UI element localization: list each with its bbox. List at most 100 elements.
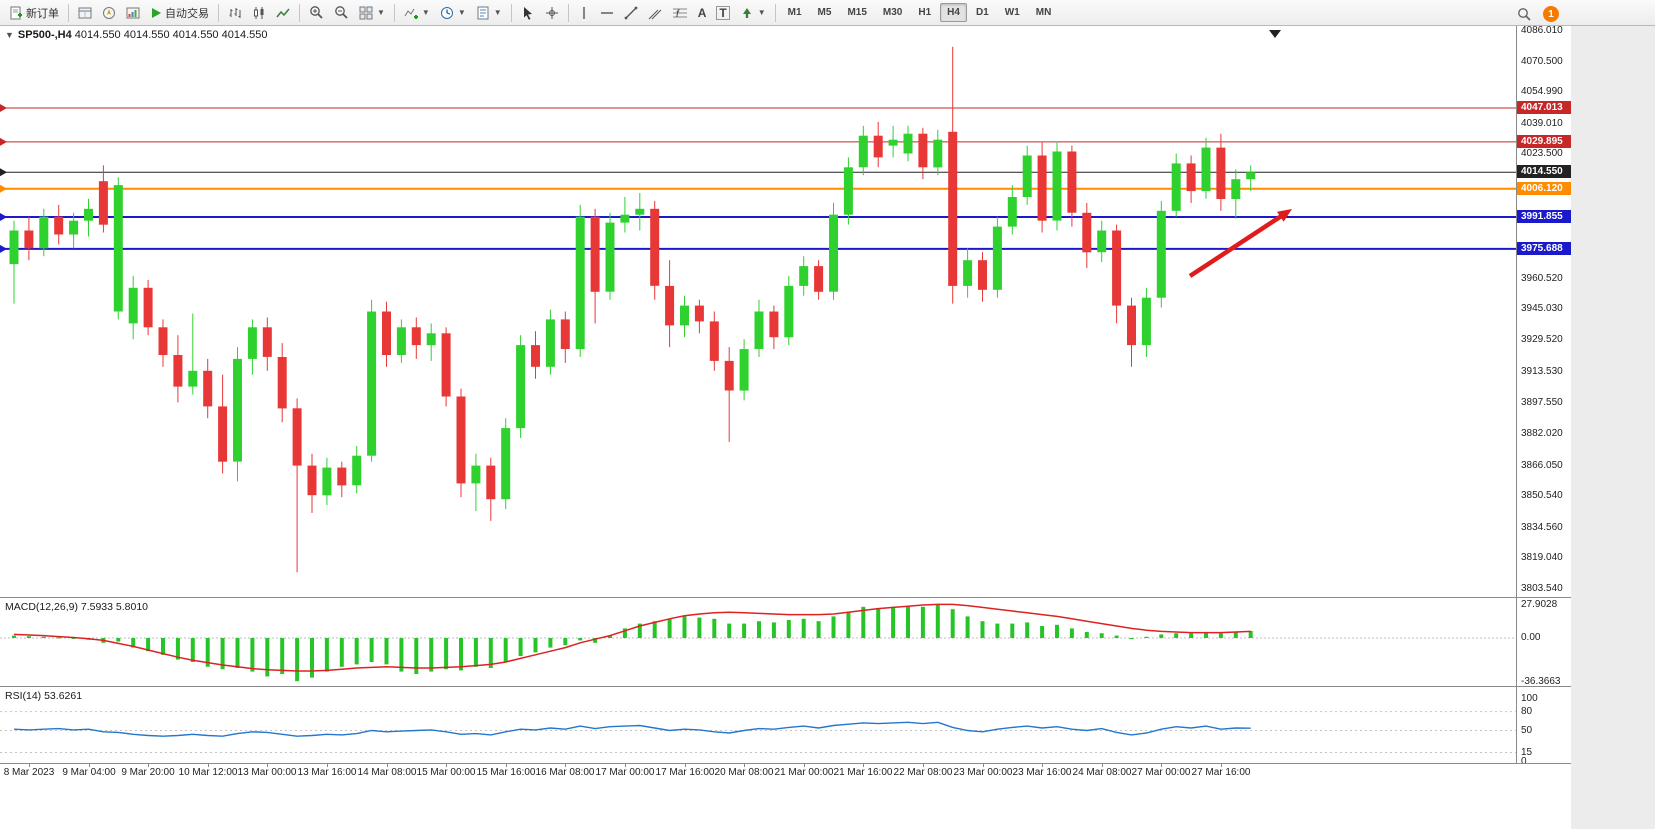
periods-icon	[440, 6, 454, 20]
candlestick-chart-button[interactable]	[248, 1, 270, 25]
notification-badge[interactable]: 1	[1543, 6, 1559, 22]
label-button[interactable]: T	[712, 1, 733, 25]
bar-chart-button[interactable]	[224, 1, 246, 25]
vertical-line-button[interactable]	[574, 1, 594, 25]
fibonacci-button[interactable]: f	[668, 1, 692, 25]
tile-windows-button[interactable]: ▼	[355, 1, 389, 25]
time-tick-label: 9 Mar 04:00	[62, 767, 116, 778]
time-tick	[208, 764, 209, 767]
toolbar: 新订单 自动交易 ▼ ▼ ▼ ▼ f A T ▼ M1 M5 M1	[0, 0, 1655, 26]
timeframe-m5-button[interactable]: M5	[817, 7, 832, 18]
time-tick-label: 21 Mar 16:00	[833, 767, 893, 778]
indicators-icon	[404, 6, 418, 20]
price-tick-label: 3960.520	[1521, 273, 1563, 284]
periods-button[interactable]: ▼	[436, 1, 470, 25]
rsi-axis[interactable]: 100 80 50 15 0	[1516, 687, 1571, 764]
chart-shift-marker[interactable]	[1269, 30, 1281, 38]
time-tick	[565, 764, 566, 767]
time-tick	[744, 764, 745, 767]
timeframe-mn-button[interactable]: MN	[1035, 7, 1052, 18]
new-order-label: 新订单	[26, 7, 59, 20]
horizontal-line-button[interactable]	[596, 1, 618, 25]
time-tick	[685, 764, 686, 767]
price-level-badge: 4006.120	[1517, 182, 1571, 195]
price-tick-label: 3803.540	[1521, 583, 1563, 594]
zoom-in-button[interactable]	[305, 1, 328, 25]
macd-plot[interactable]	[0, 598, 1516, 687]
collapse-arrow-icon[interactable]: ▼	[5, 30, 14, 40]
price-tick-label: 3866.050	[1521, 460, 1563, 471]
timeframe-w1-button[interactable]: W1	[1004, 7, 1020, 18]
price-level-badge: 3975.688	[1517, 242, 1571, 255]
price-chart-plot[interactable]	[0, 26, 1516, 597]
rsi-tick-label: 0	[1521, 756, 1527, 764]
price-level-badge: 3991.855	[1517, 210, 1571, 223]
time-tick-label: 20 Mar 08:00	[714, 767, 774, 778]
time-tick-label: 17 Mar 00:00	[595, 767, 655, 778]
terminal-icon	[126, 6, 140, 20]
time-tick	[148, 764, 149, 767]
time-tick-label: 15 Mar 16:00	[476, 767, 536, 778]
rsi-chart[interactable]	[0, 687, 1516, 764]
time-tick	[387, 764, 388, 767]
line-left-marker	[0, 244, 7, 253]
indicators-button[interactable]: ▼	[400, 1, 434, 25]
crosshair-button[interactable]	[541, 1, 563, 25]
line-chart-button[interactable]	[272, 1, 294, 25]
arrows-button[interactable]: ▼	[736, 1, 770, 25]
templates-button[interactable]: ▼	[472, 1, 506, 25]
time-tick-label: 27 Mar 00:00	[1131, 767, 1191, 778]
rsi-tick-label: 15	[1521, 747, 1533, 758]
navigator-icon	[102, 6, 116, 20]
channel-button[interactable]	[644, 1, 666, 25]
separator	[567, 3, 569, 22]
rsi-plot[interactable]	[0, 687, 1516, 764]
time-tick	[923, 764, 924, 767]
price-tick-label: 3929.520	[1521, 334, 1563, 345]
price-tick-label: 3834.560	[1521, 522, 1563, 533]
time-tick	[1042, 764, 1043, 767]
svg-text:f: f	[676, 9, 680, 20]
line-left-marker	[0, 184, 7, 193]
zoom-out-button[interactable]	[330, 1, 353, 25]
rsi-panel: 100 80 50 15 0 RSI(14) 53.6261	[0, 686, 1571, 764]
price-tick-label: 4086.010	[1521, 26, 1563, 36]
price-axis[interactable]: 4086.010 4070.500 4054.990 4039.010 4023.500…	[1516, 26, 1571, 597]
time-tick	[1161, 764, 1162, 767]
separator	[68, 3, 69, 22]
timeframe-m30-button[interactable]: M30	[882, 7, 903, 18]
timeframe-h4-button[interactable]: H4	[940, 3, 967, 22]
time-tick-label: 16 Mar 08:00	[535, 767, 595, 778]
text-icon: A	[697, 5, 707, 20]
timeframe-d1-button[interactable]: D1	[975, 7, 989, 18]
line-left-marker	[0, 213, 7, 221]
timeframe-m1-button[interactable]: M1	[787, 7, 802, 18]
cursor-button[interactable]	[517, 1, 539, 25]
macd-title: MACD(12,26,9) 7.5933 5.8010	[5, 601, 149, 613]
search-button[interactable]	[1513, 2, 1536, 26]
market-watch-icon	[78, 6, 92, 20]
time-tick-label: 23 Mar 16:00	[1012, 767, 1072, 778]
market-watch-button[interactable]	[74, 1, 96, 25]
trendline-icon	[624, 6, 638, 20]
time-axis[interactable]: 8 Mar 2023 9 Mar 04:00 9 Mar 20:00 10 Mar 1…	[0, 763, 1571, 783]
macd-chart[interactable]	[0, 598, 1516, 687]
line-left-marker	[0, 168, 7, 177]
time-tick-label: 8 Mar 2023	[3, 767, 55, 778]
macd-axis[interactable]: 27.9028 0.00 -36.3663	[1516, 598, 1571, 687]
candlestick-chart[interactable]	[0, 26, 1516, 597]
trendline-button[interactable]	[620, 1, 642, 25]
autotrade-button[interactable]: 自动交易	[146, 1, 213, 25]
navigator-button[interactable]	[98, 1, 120, 25]
timeframe-h1-button[interactable]: H1	[918, 7, 932, 18]
new-order-button[interactable]: 新订单	[5, 1, 63, 25]
timeframe-m15-button[interactable]: M15	[847, 7, 867, 18]
text-button[interactable]: A	[694, 1, 711, 25]
terminal-button[interactable]	[122, 1, 144, 25]
price-level-badge: 4047.013	[1517, 101, 1571, 114]
candlestick-chart-icon	[252, 6, 266, 20]
annotation-arrow[interactable]	[1188, 213, 1284, 278]
time-tick	[1102, 764, 1103, 767]
label-icon: T	[716, 5, 730, 20]
